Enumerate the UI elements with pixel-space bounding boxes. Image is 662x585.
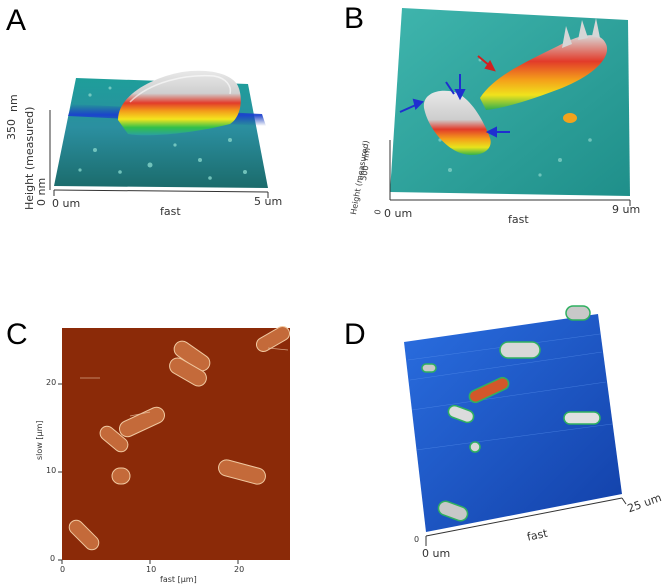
axis-z-unit-a: nm (7, 94, 20, 112)
axis-x-start-d: 0 um (422, 547, 451, 560)
bacterium-cell-back (480, 35, 608, 110)
surface-plate (404, 314, 622, 532)
panel-b: B (330, 0, 662, 290)
panel-d: D fast 0 um (330, 300, 662, 585)
afm-2d-deflection-c (58, 326, 291, 564)
y-tick-10: 10 (46, 466, 57, 475)
bacterium-cell (118, 70, 241, 136)
axis-z-max-a: 350 (5, 119, 18, 140)
axis-z-zero-a: 0 nm (35, 177, 48, 206)
axis-z-zero-d: 0 (414, 535, 420, 544)
x-tick-10: 10 (146, 565, 157, 574)
x-tick-20: 20 (234, 565, 245, 574)
axis-x-end-b: 9 um (612, 203, 641, 216)
panel-letter-a: A (6, 4, 27, 37)
y-tick-20: 20 (46, 378, 57, 387)
bacterium-cells (421, 305, 601, 522)
panel-letter-c: C (6, 318, 28, 351)
axis-x-start-a: 0 um (52, 197, 81, 210)
axis-x-start-b: 0 um (384, 207, 413, 220)
y-axis-label: slow [µm] (35, 420, 44, 461)
x-tick-0: 0 (60, 565, 66, 574)
axis-z-label-a: Height (measured) (23, 106, 36, 210)
axis-x-end-a: 5 um (254, 195, 283, 208)
afm-3d-surface-d (404, 305, 627, 546)
bacterium-cell-front (423, 90, 491, 156)
y-tick-0: 0 (50, 554, 56, 563)
panel-letter-b: B (344, 2, 365, 35)
axis-fast-label-b: fast (508, 213, 529, 226)
x-axis-label: fast [µm] (160, 575, 197, 584)
panel-a: A (0, 0, 330, 290)
afm-3d-surface-b (389, 8, 631, 206)
axis-fast-label-a: fast (160, 205, 181, 218)
panel-letter-d: D (344, 318, 366, 351)
afm-3d-surface-a (49, 70, 269, 198)
panel-c: C 0 10 20 0 10 20 fast [µm] slow [µm] (0, 300, 330, 585)
